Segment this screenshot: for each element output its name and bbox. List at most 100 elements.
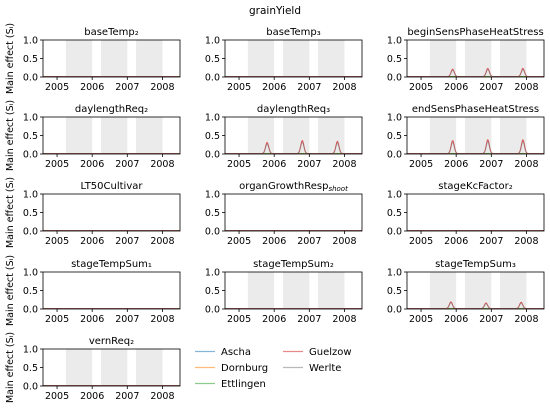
y-axis-label: Main effect (Sᵢ) — [5, 332, 16, 403]
y-tick-label: 0.5 — [23, 208, 38, 219]
subplot-title: baseTemp₂ — [84, 27, 139, 38]
series-line-werlte — [407, 302, 544, 310]
subplot-title-text: daylengthReq₃ — [257, 104, 330, 115]
subplot: 0.0 0.5 1.0 2005 2006 2007 2008 stageTempSum₂ — [205, 259, 363, 325]
legend-label-dornburg: Dornburg — [221, 363, 268, 374]
x-tick-label: 2007 — [479, 82, 503, 93]
y-tick-label: 0.0 — [387, 227, 402, 238]
subplot-title-text: stageTempSum₂ — [253, 259, 334, 270]
season-band — [65, 40, 93, 77]
subplot: 0.0 0.5 1.0 2005 2006 2007 2008 baseTemp₃ — [205, 27, 363, 93]
y-tick-label: 0.5 — [387, 286, 402, 297]
y-tick-label: 0.5 — [205, 286, 220, 297]
x-tick-label: 2005 — [45, 159, 69, 170]
x-tick-label: 2008 — [150, 82, 174, 93]
y-tick-label: 1.0 — [205, 268, 220, 279]
x-tick-label: 2007 — [479, 236, 503, 247]
figure-title: grainYield — [249, 5, 301, 17]
season-band — [500, 117, 527, 154]
season-band — [65, 349, 93, 386]
x-tick-label: 2006 — [80, 391, 104, 402]
season-band — [100, 117, 128, 154]
season-band — [282, 117, 310, 154]
y-axis-label: Main effect (Sᵢ) — [5, 255, 16, 326]
y-tick-label: 1.0 — [205, 190, 220, 201]
x-tick-label: 2005 — [409, 314, 433, 325]
subplot-title-text: endSensPhaseHeatStress — [412, 104, 539, 115]
season-band — [464, 272, 492, 309]
x-tick-label: 2005 — [45, 314, 69, 325]
x-tick-label: 2005 — [409, 159, 433, 170]
subplot-title: stageKcFactor₂ — [438, 181, 512, 192]
x-tick-label: 2005 — [227, 159, 251, 170]
legend-label-ettlingen: Ettlingen — [221, 379, 266, 390]
y-tick-label: 0.0 — [387, 150, 402, 161]
y-tick-label: 1.0 — [23, 190, 38, 201]
x-tick-label: 2007 — [115, 236, 139, 247]
subplot-title: stageTempSum₁ — [71, 259, 152, 270]
y-tick-label: 0.0 — [387, 305, 402, 316]
season-band — [282, 272, 310, 309]
x-tick-label: 2007 — [297, 82, 321, 93]
series-line-werlte — [225, 141, 362, 155]
subplot: 0.0 0.5 1.0 2005 2006 2007 2008 organGrowthResp… — [205, 181, 363, 247]
y-tick-label: 0.5 — [23, 363, 38, 374]
y-tick-label: 0.0 — [205, 227, 220, 238]
x-tick-label: 2005 — [227, 236, 251, 247]
subplot-title-text: stageTempSum₁ — [71, 259, 152, 270]
y-tick-label: 0.5 — [205, 131, 220, 142]
subplot-title-text: LT50Cultivar — [81, 181, 144, 192]
x-tick-label: 2005 — [409, 82, 433, 93]
x-tick-label: 2007 — [115, 82, 139, 93]
x-tick-label: 2008 — [332, 159, 356, 170]
subplot-title: endSensPhaseHeatStress — [412, 104, 539, 115]
subplot: 0.0 0.5 1.0 2005 2006 2007 2008 stageKcFactor₂ — [387, 181, 545, 247]
y-tick-label: 0.5 — [387, 131, 402, 142]
season-band — [500, 40, 527, 77]
axes-frame — [42, 193, 181, 232]
axes-frame — [224, 193, 363, 232]
x-tick-label: 2006 — [444, 236, 468, 247]
season-band — [100, 349, 128, 386]
legend-label-werlte: Werlte — [309, 363, 341, 374]
series-line-werlte — [407, 141, 544, 155]
season-band — [247, 117, 275, 154]
season-band — [247, 40, 275, 77]
subplot: 0.0 0.5 1.0 2005 2006 2007 2008 daylengthReq₂ Ma… — [5, 100, 181, 171]
x-tick-label: 2006 — [80, 159, 104, 170]
subplot-title: baseTemp₃ — [266, 27, 321, 38]
x-tick-label: 2006 — [262, 314, 286, 325]
subplot-title-text: organGrowthResp — [239, 181, 328, 192]
y-tick-label: 1.0 — [23, 345, 38, 356]
x-tick-label: 2008 — [514, 159, 538, 170]
season-band — [100, 40, 128, 77]
y-tick-label: 0.0 — [23, 150, 38, 161]
x-tick-label: 2008 — [332, 314, 356, 325]
y-tick-label: 0.5 — [205, 208, 220, 219]
x-tick-label: 2006 — [262, 82, 286, 93]
subplot: 0.0 0.5 1.0 2005 2006 2007 2008 endSensPhaseHea… — [387, 104, 545, 170]
x-tick-label: 2007 — [115, 391, 139, 402]
x-tick-label: 2005 — [45, 82, 69, 93]
subplot-title-text: daylengthReq₂ — [75, 104, 148, 115]
x-tick-label: 2006 — [80, 236, 104, 247]
season-band — [318, 272, 345, 309]
subplot-title-text: beginSensPhaseHeatStress — [407, 27, 543, 38]
x-tick-label: 2008 — [514, 82, 538, 93]
axes-frame — [406, 193, 545, 232]
x-tick-label: 2008 — [150, 314, 174, 325]
y-tick-label: 0.0 — [387, 73, 402, 84]
subplot-title: organGrowthRespshoot — [239, 181, 348, 193]
x-tick-label: 2006 — [262, 236, 286, 247]
x-tick-label: 2008 — [332, 82, 356, 93]
subplot-title: stageTempSum₃ — [435, 259, 516, 270]
y-tick-label: 0.5 — [23, 131, 38, 142]
y-tick-label: 1.0 — [205, 36, 220, 47]
x-tick-label: 2006 — [262, 159, 286, 170]
y-axis-label: Main effect (Sᵢ) — [5, 100, 16, 171]
y-tick-label: 1.0 — [387, 190, 402, 201]
y-tick-label: 0.0 — [205, 73, 220, 84]
y-tick-label: 0.5 — [23, 54, 38, 65]
